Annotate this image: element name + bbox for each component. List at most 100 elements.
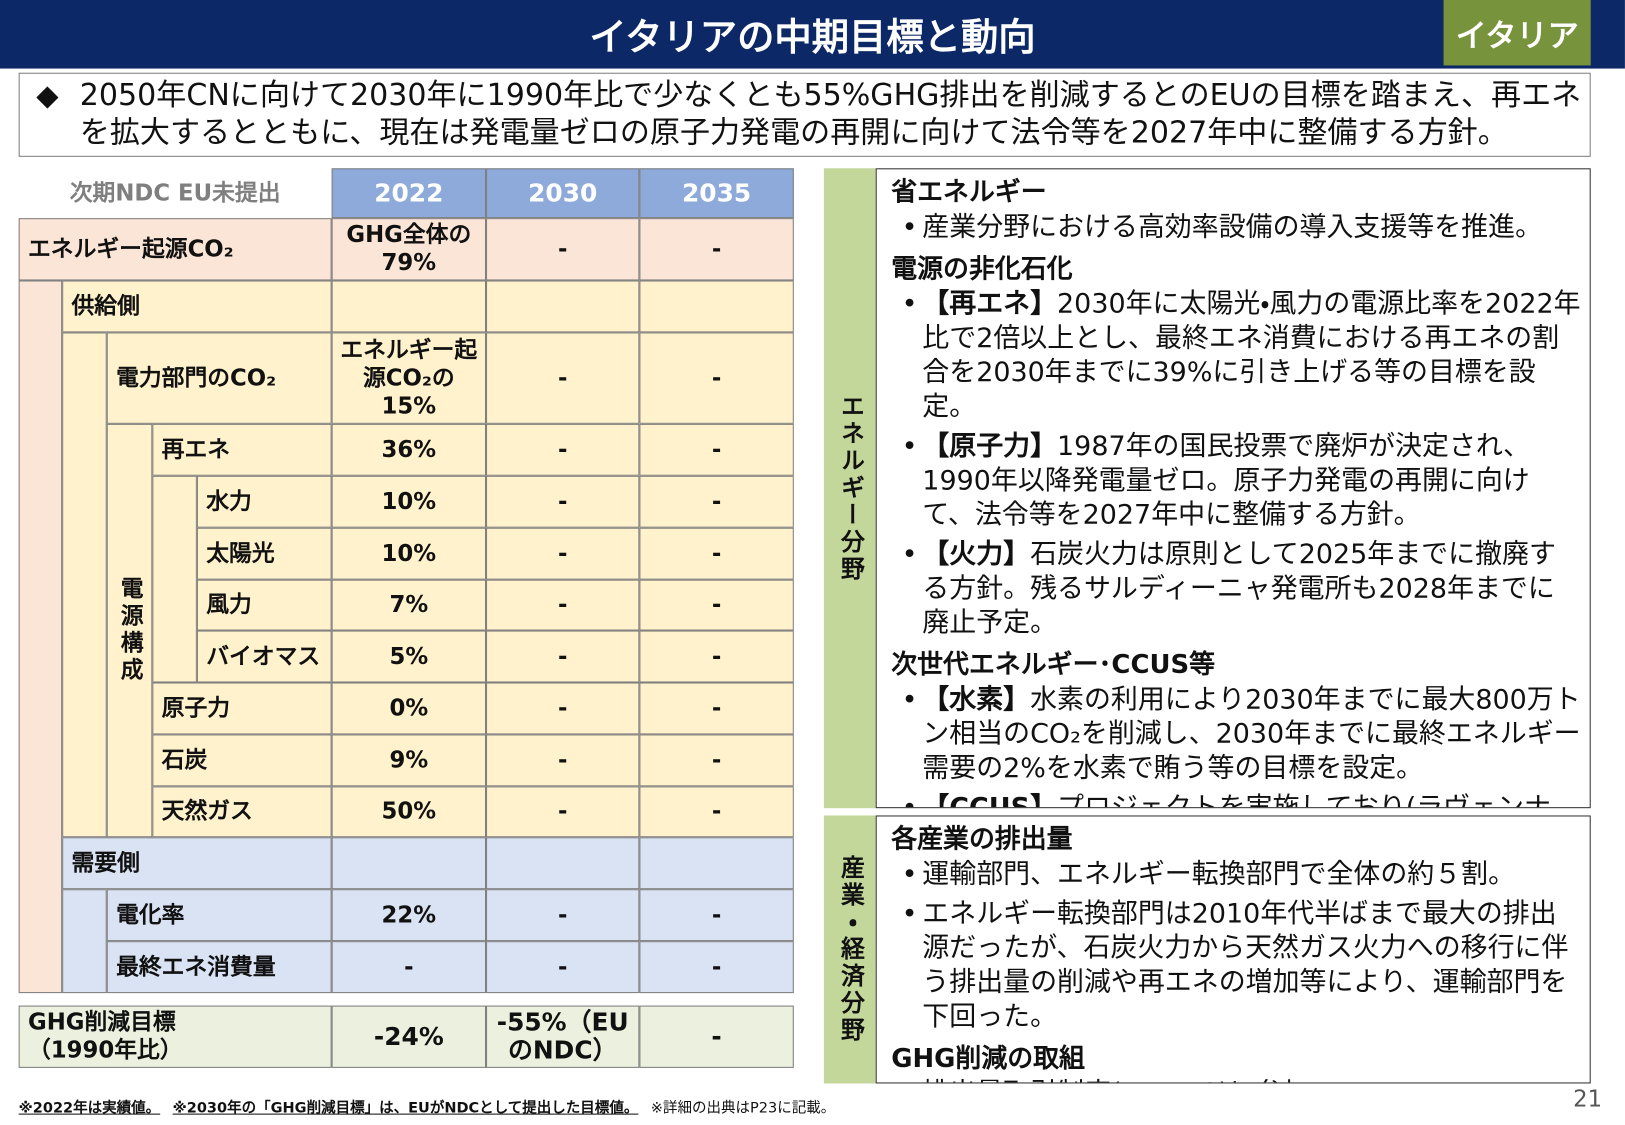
footnote: ※2030年の「GHG削減目標」は、EUがNDCとして提出した目標値。 xyxy=(172,1100,639,1117)
panel-box: 省エネルギー産業分野における高効率設備の導入支援等を推進。電源の非化石化【再エネ… xyxy=(875,168,1591,809)
strip xyxy=(152,475,197,683)
bullet-item: 【水素】水素の利用により2030年までに最大800万トン相当のCO₂を削減し、2… xyxy=(891,684,1581,787)
row-label: 石炭 xyxy=(152,734,332,787)
table-cell: - xyxy=(486,734,640,787)
item-tag: 【原子力】 xyxy=(922,431,1058,463)
item-text: 産業分野における高効率設備の導入支援等を推進。 xyxy=(922,211,1543,244)
bullet-item: 排出量取引制度(EU-ETS)に参加。 xyxy=(891,1077,1581,1082)
summary: 2050年CNに向けて2030年に1990年比で少なくとも55%GHG排出を削減… xyxy=(79,76,1582,150)
bullet-item: 【火力】石炭火力は原則として2025年までに撤廃する方針。残るサルディーニャ発電… xyxy=(891,538,1581,641)
table-cell: - xyxy=(639,734,794,787)
table-cell: - xyxy=(639,218,794,281)
table-cell xyxy=(639,837,794,890)
target-cell: -24% xyxy=(331,1005,487,1068)
table-cell xyxy=(486,280,640,333)
country-tag: イタリア xyxy=(1443,0,1591,66)
table-cell: - xyxy=(486,579,640,631)
table-cell xyxy=(331,837,487,890)
column-header: 2035 xyxy=(639,168,794,219)
table-cell: - xyxy=(639,941,794,994)
row-label: バイオマス xyxy=(196,630,332,683)
row-label: 電化率 xyxy=(106,889,332,942)
table-cell: - xyxy=(486,889,640,942)
row-label: 需要側 xyxy=(62,837,332,890)
panel-box: 各産業の排出量運輸部門、エネルギー転換部門で全体の約５割。エネルギー転換部門は2… xyxy=(875,815,1591,1084)
table-cell: - xyxy=(639,682,794,735)
title: イタリアの中期目標と動向 xyxy=(589,16,1036,60)
row-label: 最終エネ消費量 xyxy=(106,941,332,994)
table-cell: 5% xyxy=(331,630,487,683)
target-cell: -55%（EUのNDC） xyxy=(486,1005,640,1068)
item-text: エネルギー転換部門は2010年代半ばまで最大の排出源だったが、石炭火力から天然ガ… xyxy=(922,898,1569,1033)
row-label: エネルギー起源CO₂ xyxy=(18,218,332,281)
table-cell: - xyxy=(639,630,794,683)
section-heading: 省エネルギー xyxy=(891,176,1047,207)
table-cell: エネルギー起源CO₂の15% xyxy=(331,332,487,424)
strip xyxy=(18,280,63,994)
group-label: 電源構成 xyxy=(116,576,143,685)
panel-label: エネルギー分野 xyxy=(823,168,876,809)
summary-marker: ◆ xyxy=(36,77,59,113)
table-cell: 9% xyxy=(331,734,487,787)
table-cell: GHG全体の79% xyxy=(331,218,487,281)
row-label: 水力 xyxy=(196,475,332,528)
table-cell xyxy=(331,280,487,333)
item-tag: 【CCUS】 xyxy=(922,792,1058,809)
row-label: 電力部門のCO₂ xyxy=(106,332,332,424)
table-cell: - xyxy=(486,630,640,683)
item-tag: 【再エネ】 xyxy=(922,288,1058,320)
table-cell: - xyxy=(486,682,640,735)
item-text: 水素の利用により2030年までに最大800万トン相当のCO₂を削減し、2030年… xyxy=(922,684,1581,785)
footnote: ※詳細の出典はP23に記載。 xyxy=(650,1100,836,1117)
row-label: 供給側 xyxy=(62,280,332,333)
strip xyxy=(62,332,107,838)
table-cell xyxy=(639,280,794,333)
bullet-item: 産業分野における高効率設備の導入支援等を推進。 xyxy=(891,211,1581,245)
header-bar xyxy=(0,0,1625,69)
table-cell: - xyxy=(486,941,640,994)
column-header: 2030 xyxy=(486,168,640,219)
bullet-item: 【再エネ】2030年に太陽光・風力の電源比率を2022年比で2倍以上とし、最終エ… xyxy=(891,288,1581,425)
column-header: 2022 xyxy=(331,168,487,219)
table-cell: - xyxy=(486,332,640,424)
row-label: 太陽光 xyxy=(196,527,332,580)
table-cell: - xyxy=(486,475,640,528)
row-label: 天然ガス xyxy=(152,786,332,838)
table-cell: - xyxy=(639,475,794,528)
section-heading: 各産業の排出量 xyxy=(891,823,1073,854)
table-cell: - xyxy=(639,786,794,838)
table-cell: 7% xyxy=(331,579,487,631)
item-tag: 【水素】 xyxy=(922,684,1031,716)
item-text: 運輸部門、エネルギー転換部門で全体の約５割。 xyxy=(922,859,1516,891)
strip xyxy=(62,889,107,994)
row-label: 再エネ xyxy=(152,423,332,476)
section-heading: 次世代エネルギー･CCUS等 xyxy=(891,649,1216,680)
strip xyxy=(106,423,153,838)
item-text: 1987年の国民投票で廃炉が決定され、1990年以降発電量ゼロ。原子力発電の再開… xyxy=(922,431,1531,531)
target-cell: - xyxy=(639,1005,794,1068)
table-cell: 50% xyxy=(331,786,487,838)
page-number: 21 xyxy=(1573,1086,1603,1113)
table-cell: - xyxy=(639,889,794,942)
target-label: GHG削減目標（1990年比） xyxy=(18,1005,332,1068)
bullet-item: エネルギー転換部門は2010年代半ばまで最大の排出源だったが、石炭火力から天然ガ… xyxy=(891,898,1581,1035)
item-text: 石炭火力は原則として2025年までに撤廃する方針。残るサルディーニャ発電所も20… xyxy=(922,539,1556,639)
table-cell: - xyxy=(486,786,640,838)
section-heading: GHG削減の取組 xyxy=(891,1042,1085,1074)
table-note: 次期NDC EU未提出 xyxy=(69,180,281,207)
table-cell: - xyxy=(486,218,640,281)
item-text: プロジェクトを実施しており(ラヴェンナCCS)、2030年までに年400万トンの… xyxy=(1057,792,1551,809)
item-tag: 【火力】 xyxy=(922,539,1031,571)
item-text: 排出量取引制度(EU-ETS)に参加。 xyxy=(922,1078,1336,1082)
section-heading: 電源の非化石化 xyxy=(891,253,1073,284)
table-cell: - xyxy=(331,941,487,994)
table-cell: - xyxy=(486,527,640,580)
row-label: 風力 xyxy=(196,579,332,631)
table-cell: 0% xyxy=(331,682,487,735)
table-cell: - xyxy=(639,423,794,476)
table-cell: - xyxy=(639,332,794,424)
item-text: 2030年に太陽光・風力の電源比率を2022年比で2倍以上とし、最終エネ消費にお… xyxy=(922,288,1581,423)
footnotes: ※2022年は実績値。 ※2030年の「GHG削減目標」は、EUがNDCとして提出… xyxy=(19,1097,848,1118)
